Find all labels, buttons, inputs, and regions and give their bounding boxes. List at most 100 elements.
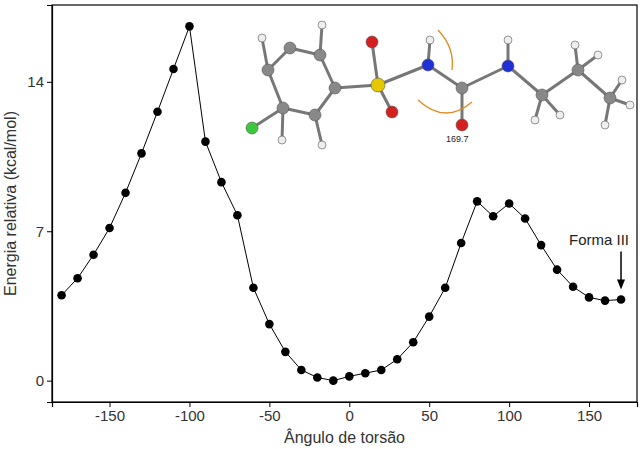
data-point bbox=[361, 369, 370, 378]
tick-label: -100 bbox=[175, 407, 205, 424]
atom bbox=[258, 34, 266, 42]
x-axis-title: Ângulo de torsão bbox=[284, 428, 405, 446]
tick: -150 bbox=[95, 402, 125, 424]
tick-label: 7 bbox=[36, 223, 44, 240]
atom bbox=[618, 76, 626, 84]
annotation-arrowhead bbox=[617, 280, 625, 290]
bond bbox=[542, 70, 578, 95]
data-point bbox=[217, 178, 226, 187]
plot-area bbox=[57, 22, 625, 385]
plot-frame bbox=[52, 5, 637, 402]
data-point bbox=[473, 197, 482, 206]
bond bbox=[462, 66, 508, 88]
data-point bbox=[601, 296, 610, 305]
data-point bbox=[521, 214, 530, 223]
atom bbox=[556, 111, 564, 119]
data-point bbox=[297, 366, 306, 375]
atom bbox=[502, 60, 514, 72]
y-axis: 0 7 14 bbox=[27, 6, 52, 403]
axis-line bbox=[47, 6, 53, 403]
atom bbox=[571, 41, 579, 49]
atom bbox=[456, 119, 468, 131]
tick: 0 bbox=[346, 402, 354, 424]
tick-label: 0 bbox=[36, 372, 44, 389]
data-point bbox=[441, 284, 450, 293]
atom bbox=[366, 36, 378, 48]
data-point bbox=[137, 149, 146, 158]
tick: -50 bbox=[259, 402, 281, 424]
tick-label: 150 bbox=[577, 407, 602, 424]
data-point bbox=[153, 107, 162, 116]
atom bbox=[504, 36, 512, 44]
atom bbox=[284, 42, 296, 54]
tick: 14 bbox=[27, 73, 52, 90]
data-point bbox=[105, 224, 114, 233]
data-point bbox=[57, 291, 66, 300]
data-point bbox=[537, 241, 546, 250]
atom bbox=[531, 116, 539, 124]
atom bbox=[371, 78, 385, 92]
tick: 0 bbox=[36, 372, 52, 389]
tick: -100 bbox=[175, 402, 205, 424]
tick: 50 bbox=[421, 402, 438, 424]
angle-label: 169.7 bbox=[446, 134, 469, 144]
tick-label: -50 bbox=[259, 407, 281, 424]
x-axis: -150 -100 -50 0 50 100 150 bbox=[53, 402, 638, 424]
data-point bbox=[377, 366, 386, 375]
atom bbox=[262, 64, 274, 76]
tick-label: -150 bbox=[95, 407, 125, 424]
data-point bbox=[313, 373, 322, 382]
tick: 7 bbox=[36, 223, 52, 240]
atom bbox=[426, 36, 434, 44]
atom bbox=[601, 121, 609, 129]
data-point bbox=[617, 295, 626, 304]
atom bbox=[318, 141, 326, 149]
tick-label: 0 bbox=[346, 407, 354, 424]
data-point bbox=[489, 212, 498, 221]
bond bbox=[508, 66, 542, 95]
atom bbox=[604, 92, 616, 104]
atom bbox=[536, 89, 548, 101]
atom bbox=[309, 109, 321, 121]
data-point bbox=[281, 348, 290, 357]
data-point bbox=[233, 211, 242, 220]
atom bbox=[277, 102, 289, 114]
chart-svg: -150 -100 -50 0 50 100 150 0 7 14 Ângulo de torsão… bbox=[0, 0, 644, 449]
atom bbox=[626, 101, 634, 109]
data-point bbox=[73, 274, 82, 283]
data-point bbox=[169, 65, 178, 74]
tick-label: 100 bbox=[497, 407, 522, 424]
atom bbox=[329, 82, 341, 94]
atom bbox=[278, 136, 286, 144]
tick-mark bbox=[47, 381, 52, 382]
data-point bbox=[329, 376, 338, 385]
tick-label: 14 bbox=[27, 73, 44, 90]
molecule-inset: 169.7 bbox=[246, 21, 634, 149]
data-point bbox=[265, 320, 274, 329]
data-point bbox=[89, 250, 98, 259]
atom bbox=[386, 106, 398, 118]
data-point bbox=[585, 293, 594, 302]
data-point bbox=[553, 265, 562, 274]
bond bbox=[578, 70, 610, 98]
tick-label: 50 bbox=[421, 407, 438, 424]
data-line bbox=[62, 26, 621, 380]
y-axis-title: Energia relativa (kcal/mol) bbox=[2, 111, 19, 296]
angle-arc bbox=[418, 30, 472, 113]
data-point bbox=[457, 239, 466, 248]
data-point bbox=[505, 199, 514, 208]
data-point bbox=[185, 22, 194, 31]
tick-mark bbox=[47, 82, 52, 83]
atom bbox=[246, 122, 258, 134]
data-point bbox=[409, 338, 418, 347]
tick: 150 bbox=[577, 402, 602, 424]
annotation: Forma III bbox=[569, 231, 629, 248]
data-point bbox=[569, 282, 578, 291]
atom bbox=[422, 59, 434, 71]
data-point bbox=[425, 312, 434, 321]
data-point bbox=[201, 137, 210, 146]
tick: 100 bbox=[497, 402, 522, 424]
tick-mark bbox=[47, 231, 52, 232]
data-point bbox=[345, 372, 354, 381]
data-point bbox=[249, 284, 258, 293]
